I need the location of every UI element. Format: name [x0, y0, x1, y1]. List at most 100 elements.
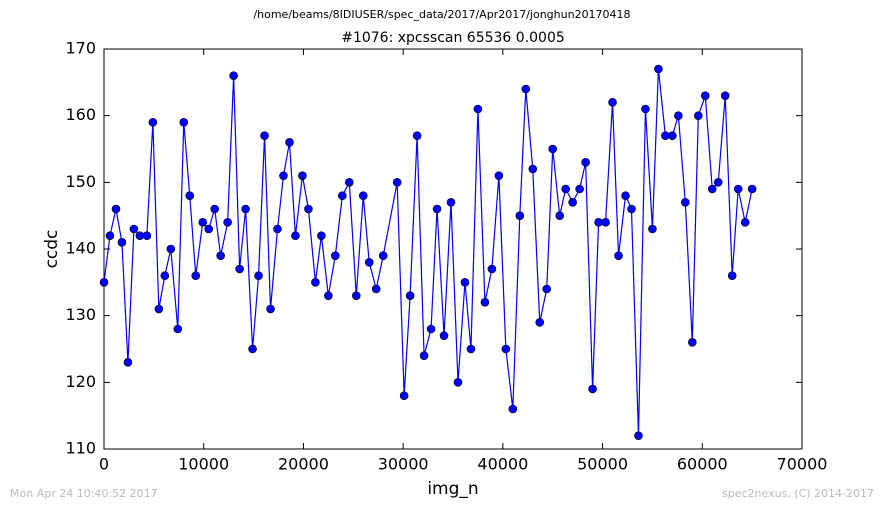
data-point [453, 378, 463, 387]
data-point [235, 264, 244, 274]
data-point [331, 251, 340, 260]
data-point [614, 251, 623, 260]
data-point [111, 204, 121, 214]
y-tick-label: 170 [65, 39, 96, 58]
data-point [515, 211, 525, 220]
data-point [338, 191, 347, 200]
data-point [432, 204, 442, 214]
data-point [254, 271, 263, 280]
data-point [399, 391, 409, 400]
data-point [166, 244, 176, 254]
chart-title: /home/beams/8IDIUSER/spec_data/2017/Apr2… [253, 8, 630, 21]
data-point [198, 218, 208, 227]
data-point [548, 144, 558, 154]
data-point [148, 118, 158, 127]
data-point [648, 224, 657, 234]
data-point [392, 178, 402, 187]
data-point [223, 218, 232, 227]
y-tick-label: 110 [65, 439, 96, 458]
data-point [426, 324, 436, 334]
data-point [191, 271, 201, 280]
data-point [364, 258, 374, 267]
data-point [641, 104, 650, 114]
data-point [542, 284, 552, 294]
data-point [627, 204, 636, 214]
data-point [99, 278, 109, 287]
data-point [528, 164, 538, 174]
data-point [260, 131, 269, 140]
data-point [216, 251, 225, 260]
y-tick-label: 130 [65, 305, 96, 324]
data-point [311, 278, 320, 287]
data-point [601, 218, 610, 227]
data-point [727, 271, 737, 280]
y-tick-label: 140 [65, 239, 96, 258]
y-axis-label: ccdc [42, 230, 62, 269]
data-point [142, 231, 152, 240]
data-point [298, 171, 307, 180]
data-point [378, 251, 388, 260]
data-point [501, 344, 511, 354]
data-point [324, 291, 333, 300]
data-point [273, 224, 282, 234]
data-point [344, 178, 354, 187]
data-point [487, 264, 497, 274]
x-tick-label: 10000 [178, 455, 229, 474]
data-point [129, 224, 139, 234]
data-point [681, 198, 690, 207]
data-point [555, 211, 564, 220]
data-point [204, 224, 213, 234]
data-point [179, 118, 189, 127]
data-point [473, 104, 483, 114]
data-point [317, 231, 326, 240]
data-point [460, 278, 470, 287]
data-point [446, 198, 456, 207]
chart-subtitle: #1076: xpcsscan 65536 0.0005 [341, 30, 565, 46]
data-point [160, 271, 170, 280]
y-tick-label: 120 [65, 372, 96, 391]
data-point [621, 191, 630, 200]
x-axis-label: img_n [427, 479, 478, 499]
data-point [588, 384, 597, 394]
data-point [608, 98, 617, 107]
data-point [740, 218, 750, 227]
data-point [674, 111, 683, 120]
data-point [304, 204, 313, 214]
data-point [581, 158, 590, 167]
data-point [575, 184, 584, 194]
data-point [266, 304, 275, 314]
data-point [405, 291, 415, 300]
x-tick-label: 0 [99, 455, 109, 474]
data-point [693, 111, 703, 120]
data-point [105, 231, 115, 240]
data-point [521, 84, 531, 94]
x-tick-label: 40000 [477, 455, 528, 474]
x-tick-label: 60000 [677, 455, 728, 474]
y-tick-label: 160 [65, 105, 96, 124]
data-point [371, 284, 381, 294]
data-point [285, 138, 294, 147]
x-tick-label: 30000 [378, 455, 429, 474]
data-point [185, 191, 195, 200]
data-point [634, 431, 643, 440]
data-point [568, 198, 577, 207]
data-point [654, 64, 663, 74]
data-point [494, 171, 504, 180]
data-point [291, 231, 300, 240]
data-point [123, 358, 133, 367]
data-point [747, 184, 757, 194]
x-tick-label: 70000 [777, 455, 828, 474]
data-point [210, 204, 219, 214]
data-point [358, 191, 368, 200]
data-point [248, 344, 257, 354]
data-point [561, 184, 570, 194]
data-point [173, 324, 183, 334]
timestamp: Mon Apr 24 10:40:52 2017 [10, 487, 158, 500]
data-point [117, 238, 127, 247]
data-point [733, 184, 743, 194]
x-tick-label: 20000 [278, 455, 329, 474]
data-point [668, 131, 677, 140]
x-tick-label: 50000 [577, 455, 628, 474]
